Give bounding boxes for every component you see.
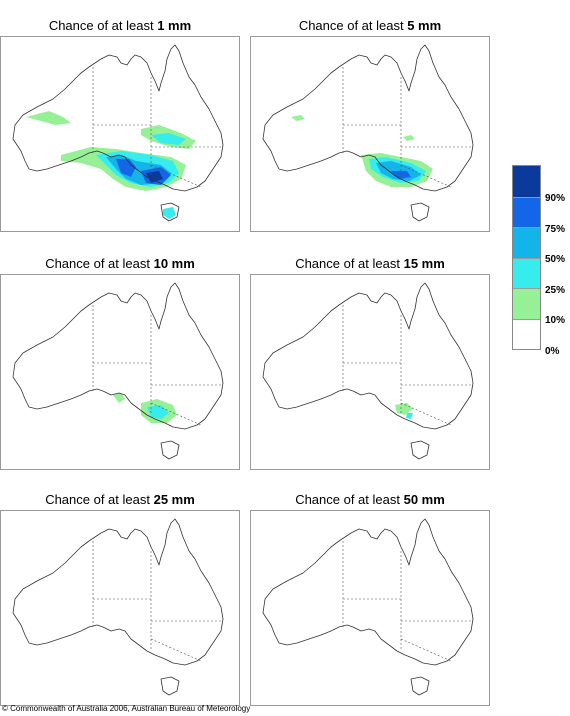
map-frame: [0, 274, 240, 470]
state-borders: [342, 305, 471, 426]
legend-label-10: 10%: [545, 315, 566, 326]
legend-swatch-50: [513, 227, 540, 258]
rain-shading: [113, 393, 177, 423]
legend-label-50: 50%: [545, 254, 566, 265]
legend-colorbar: [512, 165, 541, 350]
australia-outline: [12, 518, 224, 696]
rain-shading: [291, 115, 433, 187]
australia-outline: [262, 518, 474, 696]
panel-title: Chance of at least 15 mm: [295, 256, 445, 271]
panel-title: Chance of at least 5 mm: [298, 18, 442, 33]
panel-title: Chance of at least 1 mm: [48, 18, 192, 33]
map-frame: [0, 36, 240, 232]
australia-outline: [12, 282, 224, 460]
rain-shading: [26, 111, 196, 219]
state-borders: [342, 67, 471, 188]
probability-legend: 90% 75% 50% 25% 10% 0%: [512, 165, 570, 360]
australia-outline: [262, 282, 474, 460]
state-borders: [92, 305, 221, 426]
legend-swatch-75: [513, 196, 540, 227]
legend-swatch-25: [513, 257, 540, 288]
legend-label-75: 75%: [545, 224, 566, 235]
panel-title: Chance of at least 25 mm: [45, 492, 195, 507]
state-borders: [342, 541, 471, 662]
australia-outline: [262, 44, 474, 222]
legend-swatch-10: [513, 288, 540, 319]
map-frame: [250, 274, 490, 470]
panel-title: Chance of at least 10 mm: [45, 256, 195, 271]
panel-title: Chance of at least 50 mm: [295, 492, 445, 507]
state-borders: [92, 67, 221, 188]
copyright-notice: © Commonwealth of Australia 2006, Austra…: [2, 704, 251, 713]
legend-label-90: 90%: [545, 193, 566, 204]
state-borders: [92, 541, 221, 662]
map-frame: [250, 510, 490, 706]
legend-swatch-0: [513, 318, 540, 349]
rain-shading: [395, 403, 413, 419]
legend-label-0: 0%: [545, 346, 560, 357]
legend-swatch-90: [513, 166, 540, 197]
australia-outline: [12, 44, 224, 222]
legend-label-25: 25%: [545, 285, 566, 296]
map-frame: [250, 36, 490, 232]
map-frame: [0, 510, 240, 706]
